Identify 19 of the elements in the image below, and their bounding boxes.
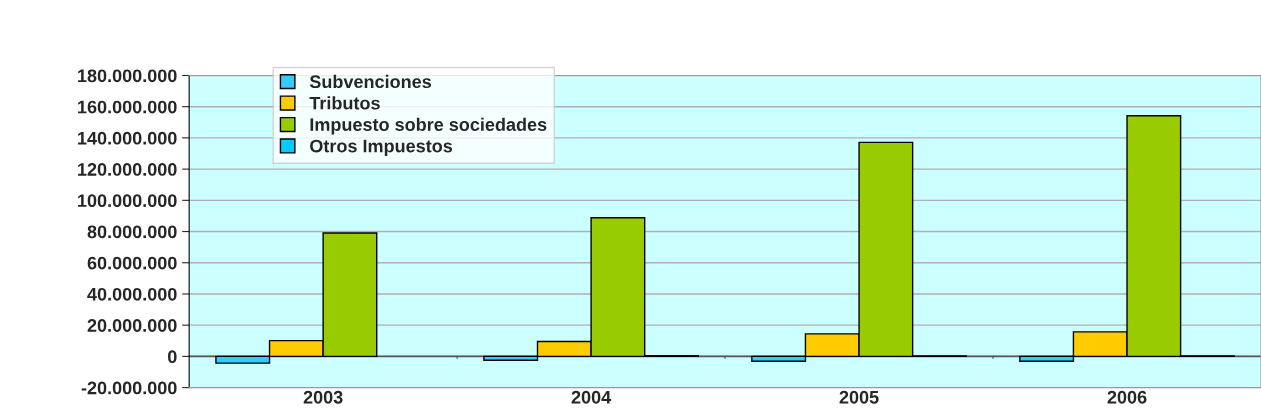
x-tick-label: 2004	[571, 390, 612, 404]
y-tick-label: 20.000.000	[87, 319, 177, 332]
legend-label: Subvenciones	[309, 74, 431, 89]
x-tick-label: 2005	[839, 390, 879, 404]
y-tick-label: 40.000.000	[87, 287, 177, 301]
y-tick-label: 100.000.000	[78, 194, 177, 208]
legend-label: Otros Impuestos	[310, 139, 453, 156]
y-tick-label: 180.000.000	[78, 69, 177, 83]
x-tick-label: 2003	[303, 390, 343, 404]
y-tick-label: 160.000.000	[78, 100, 177, 114]
y-tick-label: 80.000.000	[87, 225, 177, 239]
legend-label: Impuesto sobre sociedades	[310, 117, 547, 135]
y-tick-label: 120.000.000	[78, 163, 177, 176]
legend-label: Tributos	[309, 96, 380, 110]
x-tick-label: 2006	[1107, 390, 1147, 404]
y-tick-label: -20.000.000	[81, 381, 177, 395]
y-tick-label: 140.000.000	[78, 131, 177, 145]
y-tick-label: 0	[168, 350, 177, 364]
y-tick-label: 60.000.000	[87, 256, 177, 270]
